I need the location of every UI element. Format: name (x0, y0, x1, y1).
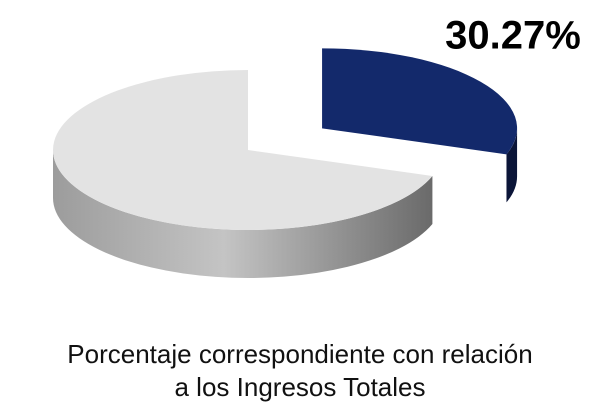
slice-side (53, 150, 433, 279)
slice (53, 70, 433, 231)
chart-title: Porcentaje correspondiente con relación … (67, 339, 533, 402)
value-label: 30.27% (445, 14, 581, 58)
slice-side (506, 128, 518, 203)
caption-box: Porcentaje correspondiente con relación … (0, 338, 600, 404)
slice (322, 48, 518, 155)
pie (53, 48, 518, 279)
chart: 30.27% (53, 14, 581, 279)
